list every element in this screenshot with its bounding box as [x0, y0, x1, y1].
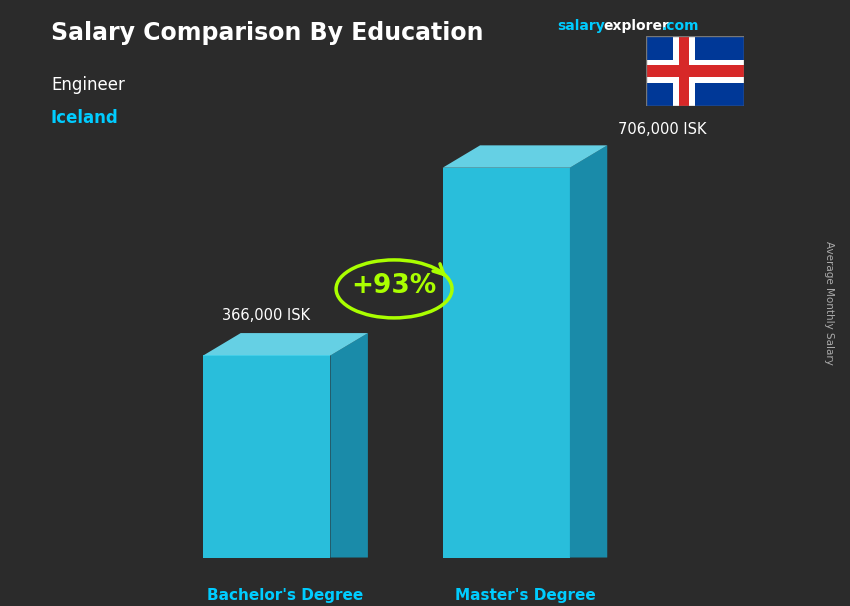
Polygon shape	[443, 168, 570, 558]
Text: 366,000 ISK: 366,000 ISK	[222, 308, 310, 323]
Polygon shape	[331, 333, 368, 558]
Text: salary: salary	[557, 19, 604, 33]
Text: Salary Comparison By Education: Salary Comparison By Education	[51, 21, 484, 45]
Bar	[340, 0, 425, 606]
Polygon shape	[203, 333, 368, 356]
Polygon shape	[570, 145, 607, 558]
Text: Bachelor's Degree: Bachelor's Degree	[207, 588, 364, 603]
Bar	[646, 59, 744, 83]
Text: +93%: +93%	[351, 273, 437, 299]
Bar	[678, 36, 689, 106]
Text: .com: .com	[661, 19, 699, 33]
Bar	[255, 0, 340, 606]
Text: Engineer: Engineer	[51, 76, 125, 94]
Polygon shape	[203, 356, 331, 558]
Bar	[595, 0, 680, 606]
Bar	[170, 0, 255, 606]
Text: Master's Degree: Master's Degree	[455, 588, 595, 603]
Text: 706,000 ISK: 706,000 ISK	[619, 122, 707, 137]
Bar	[765, 0, 850, 606]
Text: explorer: explorer	[604, 19, 670, 33]
Text: Iceland: Iceland	[51, 109, 119, 127]
Bar	[85, 0, 170, 606]
Bar	[0, 0, 85, 606]
Bar	[646, 65, 744, 77]
Text: Average Monthly Salary: Average Monthly Salary	[824, 241, 834, 365]
Bar	[510, 0, 595, 606]
Bar	[673, 36, 694, 106]
Bar	[680, 0, 765, 606]
Polygon shape	[443, 145, 607, 168]
Bar	[425, 0, 510, 606]
